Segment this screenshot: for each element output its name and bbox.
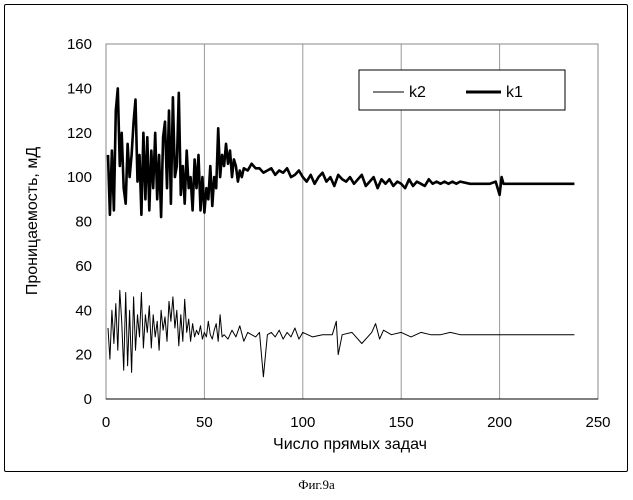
y-tick-label-1: 20 [75, 347, 92, 364]
legend-label-k2: k2 [409, 84, 426, 101]
figure-caption: Фиг.9а [0, 477, 633, 493]
legend-label-k1: k1 [506, 84, 523, 101]
series-line-k2 [108, 290, 574, 377]
line-chart: 0 20 40 60 80 100 120 140 160 0 50 100 150 200 250 Чис… [0, 0, 633, 475]
y-axis-title: Проницаемость, мД [24, 147, 41, 295]
y-tick-label-0: 0 [84, 391, 92, 408]
x-tick-label-4: 200 [487, 414, 512, 431]
y-tick-label-8: 160 [67, 36, 92, 53]
y-tick-label-2: 40 [75, 302, 92, 319]
x-tick-label-0: 0 [102, 414, 110, 431]
y-tick-label-5: 100 [67, 169, 92, 186]
y-tick-label-3: 60 [75, 258, 92, 275]
y-tick-label-4: 80 [75, 214, 92, 231]
x-axis-title: Число прямых задач [273, 436, 427, 453]
y-tick-label-7: 140 [67, 80, 92, 97]
y-tick-label-6: 120 [67, 125, 92, 142]
x-tick-label-3: 150 [389, 414, 414, 431]
x-tick-label-2: 100 [290, 414, 315, 431]
x-tick-label-5: 250 [585, 414, 610, 431]
legend: k2 k1 [359, 70, 565, 110]
legend-box [359, 70, 565, 110]
x-tick-label-1: 50 [196, 414, 213, 431]
